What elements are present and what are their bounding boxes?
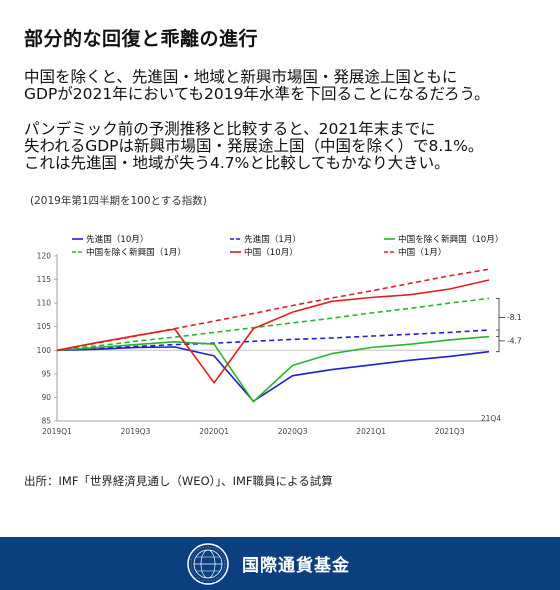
series-line bbox=[56, 346, 490, 402]
legend-label: 中国を除く新興国（1月） bbox=[86, 246, 186, 258]
x-tick-label: 2019Q3 bbox=[121, 427, 151, 436]
source-note: 出所：IMF「世界経済見通し（WEO）」、IMF職員による試算 bbox=[24, 474, 333, 488]
x-tick-label: 2020Q1 bbox=[199, 427, 229, 436]
y-tick-label: 120 bbox=[37, 252, 52, 261]
summary-line: これは先進国・地域が失う4.7%と比較してもかなり大きい。 bbox=[24, 154, 450, 172]
y-tick-label: 100 bbox=[37, 346, 52, 355]
gap-advanced-label: -4.7 bbox=[507, 336, 522, 345]
x-tick-label: 2021Q1 bbox=[356, 427, 386, 436]
summary-line: 失われるGDPは新興市場国・発展途上国（中国を除く）で8.1%。 bbox=[24, 137, 484, 155]
legend-label: 中国（1月） bbox=[398, 246, 446, 258]
y-tick-label: 85 bbox=[41, 417, 51, 426]
gap-emerging-label: -8.1 bbox=[507, 313, 522, 322]
gdp-line-chart: 85 90 95 100 105 110 115 120 2019Q1 2019Q3 2020Q1 2… bbox=[37, 233, 522, 436]
summary-line: パンデミック前の予測推移と比較すると、2021年末までに bbox=[24, 120, 436, 138]
index-note: (2019年第1四半期を100とする指数) bbox=[30, 195, 207, 207]
y-tick-label: 115 bbox=[37, 275, 52, 284]
summary-line: 中国を除くと、先進国・地域と新興市場国・発展途上国ともに bbox=[24, 68, 458, 86]
legend-label: 中国を除く新興国（10月） bbox=[398, 233, 503, 245]
y-tick-label: 90 bbox=[41, 393, 51, 402]
series-line bbox=[56, 268, 490, 352]
imf-seal-icon bbox=[187, 543, 229, 585]
series-line bbox=[56, 279, 490, 384]
x-tick-label-last: 21Q4 bbox=[481, 414, 501, 423]
gap-emerging-bracket bbox=[496, 298, 500, 338]
gap-advanced-bracket bbox=[496, 329, 500, 353]
series-line bbox=[56, 335, 490, 403]
y-tick-label: 110 bbox=[37, 299, 52, 308]
y-tick-label: 105 bbox=[37, 322, 52, 331]
legend-label: 先進国（10月） bbox=[86, 233, 149, 245]
legend-label: 中国（10月） bbox=[244, 246, 298, 258]
footer-band: 国際通貨基金 bbox=[0, 537, 560, 590]
page-title: 部分的な回復と乖離の進行 bbox=[24, 28, 259, 50]
series-line bbox=[56, 329, 490, 352]
x-tick-label: 2021Q3 bbox=[435, 427, 465, 436]
summary-line: GDPが2021年においても2019年水準を下回ることになるだろう。 bbox=[24, 85, 490, 103]
y-tick-label: 95 bbox=[41, 369, 51, 378]
summary-paragraph-2: パンデミック前の予測推移と比較すると、2021年末までに 失われるGDPは新興市… bbox=[24, 121, 483, 172]
summary-paragraph-1: 中国を除くと、先進国・地域と新興市場国・発展途上国ともに GDPが2021年にお… bbox=[24, 69, 490, 103]
series-line bbox=[56, 297, 490, 352]
x-tick-label: 2019Q1 bbox=[42, 427, 72, 436]
organization-name: 国際通貨基金 bbox=[242, 556, 350, 576]
legend-label: 先進国（1月） bbox=[244, 233, 301, 245]
x-tick-label: 2020Q3 bbox=[278, 427, 308, 436]
